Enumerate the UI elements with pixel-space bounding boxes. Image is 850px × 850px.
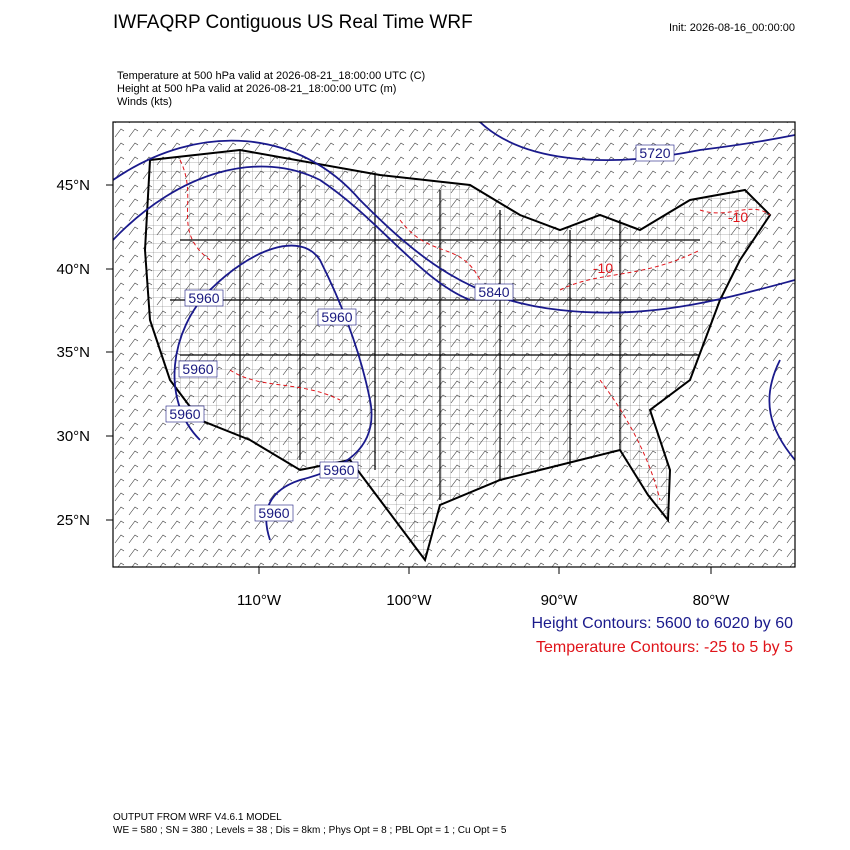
label-box	[165, 405, 205, 423]
legend-temperature: Temperature Contours: -25 to 5 by 5	[536, 639, 793, 656]
lat-label: 45°N	[56, 177, 90, 194]
label-box	[184, 289, 224, 307]
height-label: 5720	[639, 145, 670, 161]
label-box	[474, 283, 514, 301]
label-box	[635, 144, 675, 162]
height-label: 5960	[169, 406, 200, 422]
field-label: Winds (kts)	[117, 96, 172, 108]
temperature-label: -10	[593, 260, 613, 276]
height-contours	[113, 122, 795, 541]
label-box	[317, 308, 357, 326]
height-label: 5960	[321, 309, 352, 325]
legend-height: Height Contours: 5600 to 6020 by 60	[531, 615, 793, 632]
height-label: 5840	[478, 284, 509, 300]
label-box	[178, 360, 218, 378]
lon-label: 100°W	[386, 592, 432, 609]
init-time: Init: 2026-08-16_00:00:00	[669, 22, 795, 34]
lat-label: 40°N	[56, 261, 90, 278]
height-label: 5960	[182, 361, 213, 377]
lat-label: 35°N	[56, 344, 90, 361]
lon-axis: 110°W 100°W 90°W 80°W	[237, 567, 730, 609]
height-label: 5960	[323, 462, 354, 478]
footer: WE = 580 ; SN = 380 ; Levels = 38 ; Dis …	[113, 825, 507, 836]
title: IWFAQRP Contiguous US Real Time WRF	[113, 12, 473, 33]
label-box	[319, 461, 359, 479]
footer: OUTPUT FROM WRF V4.6.1 MODEL	[113, 812, 282, 823]
map: 5720 5840 5960 5960 5960 5960 5960 5960 …	[113, 122, 795, 567]
lon-label: 110°W	[237, 592, 282, 609]
height-label: 5960	[258, 505, 289, 521]
temperature-contours	[179, 159, 771, 501]
field-label: Temperature at 500 hPa valid at 2026-08-…	[117, 70, 425, 82]
map-frame	[112, 121, 796, 568]
lat-axis: 45°N 40°N 35°N 30°N 25°N	[56, 177, 113, 529]
lat-label: 25°N	[56, 512, 90, 529]
label-box	[254, 504, 294, 522]
lon-label: 80°W	[693, 592, 731, 609]
lat-label: 30°N	[56, 428, 90, 445]
field-label: Height at 500 hPa valid at 2026-08-21_18…	[117, 83, 396, 95]
height-label: 5960	[188, 290, 219, 306]
state-borders	[170, 150, 720, 500]
temperature-label: -10	[728, 209, 748, 225]
lon-label: 90°W	[541, 592, 579, 609]
